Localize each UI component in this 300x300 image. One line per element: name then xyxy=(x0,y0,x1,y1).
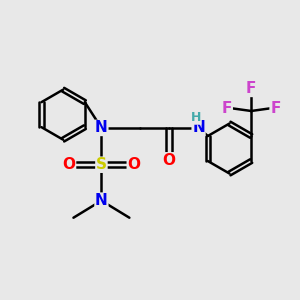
Text: F: F xyxy=(222,100,232,116)
Text: H: H xyxy=(190,111,201,124)
Text: F: F xyxy=(270,100,280,116)
Text: O: O xyxy=(62,157,76,172)
Text: O: O xyxy=(127,157,140,172)
Text: N: N xyxy=(95,120,108,135)
Text: S: S xyxy=(96,157,107,172)
Text: O: O xyxy=(163,153,176,168)
Text: N: N xyxy=(95,193,108,208)
Text: F: F xyxy=(246,81,256,96)
Text: N: N xyxy=(192,120,205,135)
